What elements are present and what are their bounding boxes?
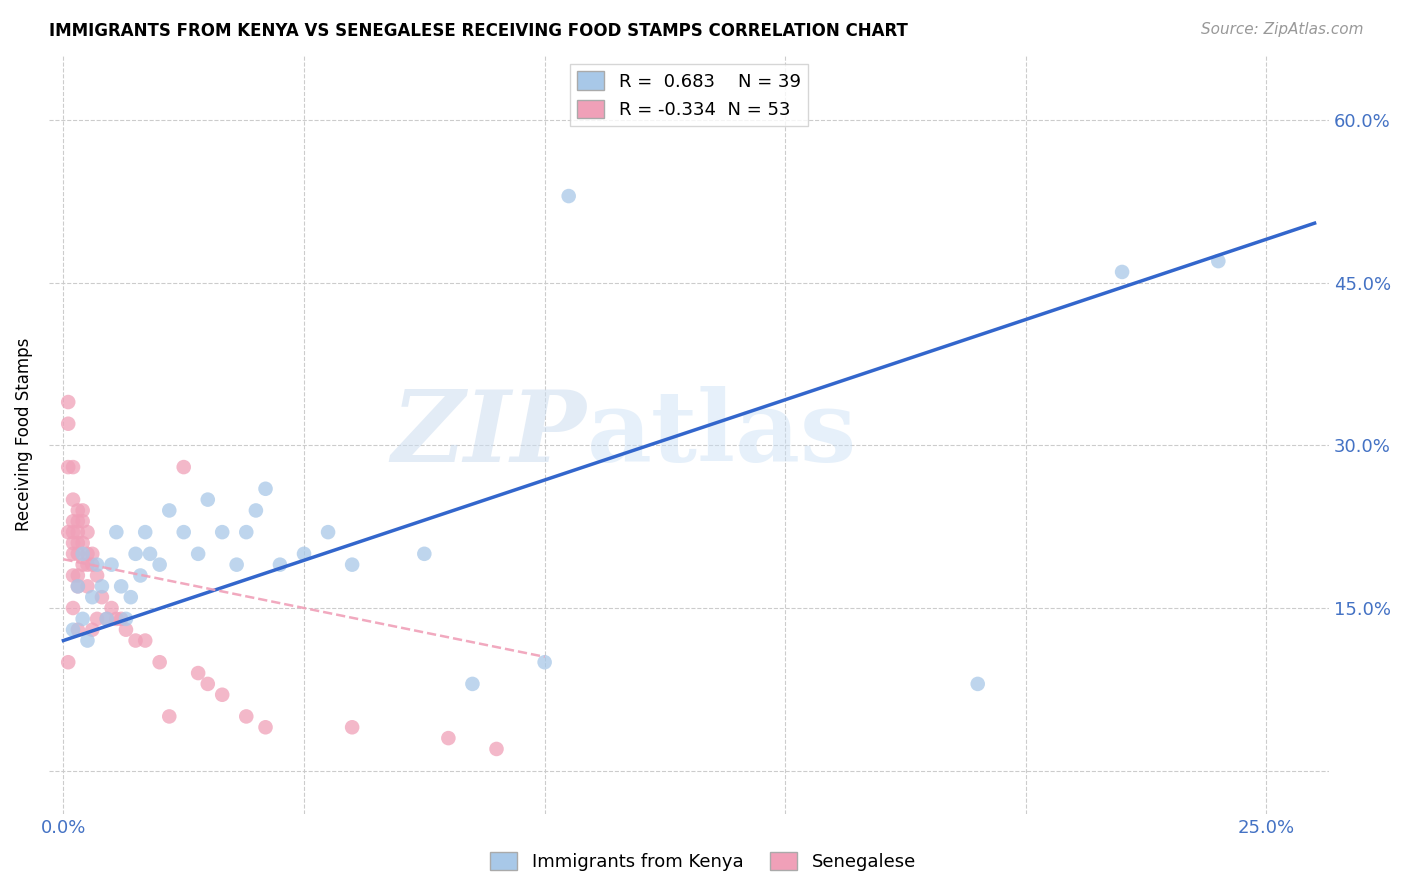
Point: [557, 189, 579, 203]
Point: [96, 612, 118, 626]
Point: [76, 558, 98, 572]
Point: [100, 558, 122, 572]
Point: [197, 677, 219, 691]
Point: [66, 514, 89, 528]
Point: [173, 525, 195, 540]
Point: [149, 655, 172, 669]
Point: [72, 547, 94, 561]
Point: [90, 579, 112, 593]
Point: [58, 460, 80, 475]
Point: [254, 720, 277, 734]
Point: [72, 536, 94, 550]
Point: [533, 655, 555, 669]
Point: [269, 558, 291, 572]
Point: [66, 536, 89, 550]
Point: [105, 525, 128, 540]
Point: [461, 677, 484, 691]
Point: [139, 547, 162, 561]
Point: [62, 460, 84, 475]
Point: [72, 503, 94, 517]
Legend: Immigrants from Kenya, Senegalese: Immigrants from Kenya, Senegalese: [482, 845, 924, 879]
Point: [485, 742, 508, 756]
Point: [437, 731, 460, 745]
Point: [86, 568, 108, 582]
Point: [110, 579, 132, 593]
Point: [66, 547, 89, 561]
Point: [340, 720, 363, 734]
Point: [82, 558, 104, 572]
Point: [105, 612, 128, 626]
Point: [62, 568, 84, 582]
Y-axis label: Receiving Food Stamps: Receiving Food Stamps: [15, 338, 32, 532]
Point: [211, 525, 233, 540]
Text: ZIP: ZIP: [392, 386, 586, 483]
Point: [62, 514, 84, 528]
Point: [66, 503, 89, 517]
Point: [1111, 265, 1133, 279]
Point: [62, 547, 84, 561]
Point: [76, 579, 98, 593]
Point: [72, 514, 94, 528]
Point: [115, 623, 138, 637]
Point: [129, 568, 152, 582]
Point: [1208, 254, 1230, 268]
Point: [245, 503, 267, 517]
Point: [82, 547, 104, 561]
Point: [157, 709, 180, 723]
Point: [235, 525, 257, 540]
Point: [62, 525, 84, 540]
Point: [225, 558, 247, 572]
Point: [134, 633, 156, 648]
Point: [134, 525, 156, 540]
Point: [72, 612, 94, 626]
Point: [66, 568, 89, 582]
Point: [235, 709, 257, 723]
Text: atlas: atlas: [586, 386, 856, 483]
Point: [316, 525, 339, 540]
Point: [72, 558, 94, 572]
Point: [82, 590, 104, 604]
Text: IMMIGRANTS FROM KENYA VS SENEGALESE RECEIVING FOOD STAMPS CORRELATION CHART: IMMIGRANTS FROM KENYA VS SENEGALESE RECE…: [49, 22, 908, 40]
Point: [96, 612, 118, 626]
Point: [62, 536, 84, 550]
Point: [110, 612, 132, 626]
Point: [254, 482, 277, 496]
Point: [115, 612, 138, 626]
Point: [58, 655, 80, 669]
Point: [62, 492, 84, 507]
Point: [86, 558, 108, 572]
Point: [82, 623, 104, 637]
Point: [66, 579, 89, 593]
Point: [62, 601, 84, 615]
Point: [58, 395, 80, 409]
Point: [340, 558, 363, 572]
Point: [90, 590, 112, 604]
Point: [120, 590, 142, 604]
Point: [124, 547, 146, 561]
Point: [149, 558, 172, 572]
Text: Source: ZipAtlas.com: Source: ZipAtlas.com: [1201, 22, 1364, 37]
Point: [58, 417, 80, 431]
Point: [966, 677, 988, 691]
Point: [86, 612, 108, 626]
Point: [292, 547, 315, 561]
Point: [100, 601, 122, 615]
Point: [197, 492, 219, 507]
Point: [58, 525, 80, 540]
Point: [62, 623, 84, 637]
Point: [76, 547, 98, 561]
Point: [124, 633, 146, 648]
Point: [66, 579, 89, 593]
Legend: R =  0.683    N = 39, R = -0.334  N = 53: R = 0.683 N = 39, R = -0.334 N = 53: [569, 64, 808, 127]
Point: [413, 547, 436, 561]
Point: [157, 503, 180, 517]
Point: [187, 666, 209, 681]
Point: [76, 525, 98, 540]
Point: [66, 623, 89, 637]
Point: [76, 633, 98, 648]
Point: [211, 688, 233, 702]
Point: [187, 547, 209, 561]
Point: [173, 460, 195, 475]
Point: [66, 525, 89, 540]
